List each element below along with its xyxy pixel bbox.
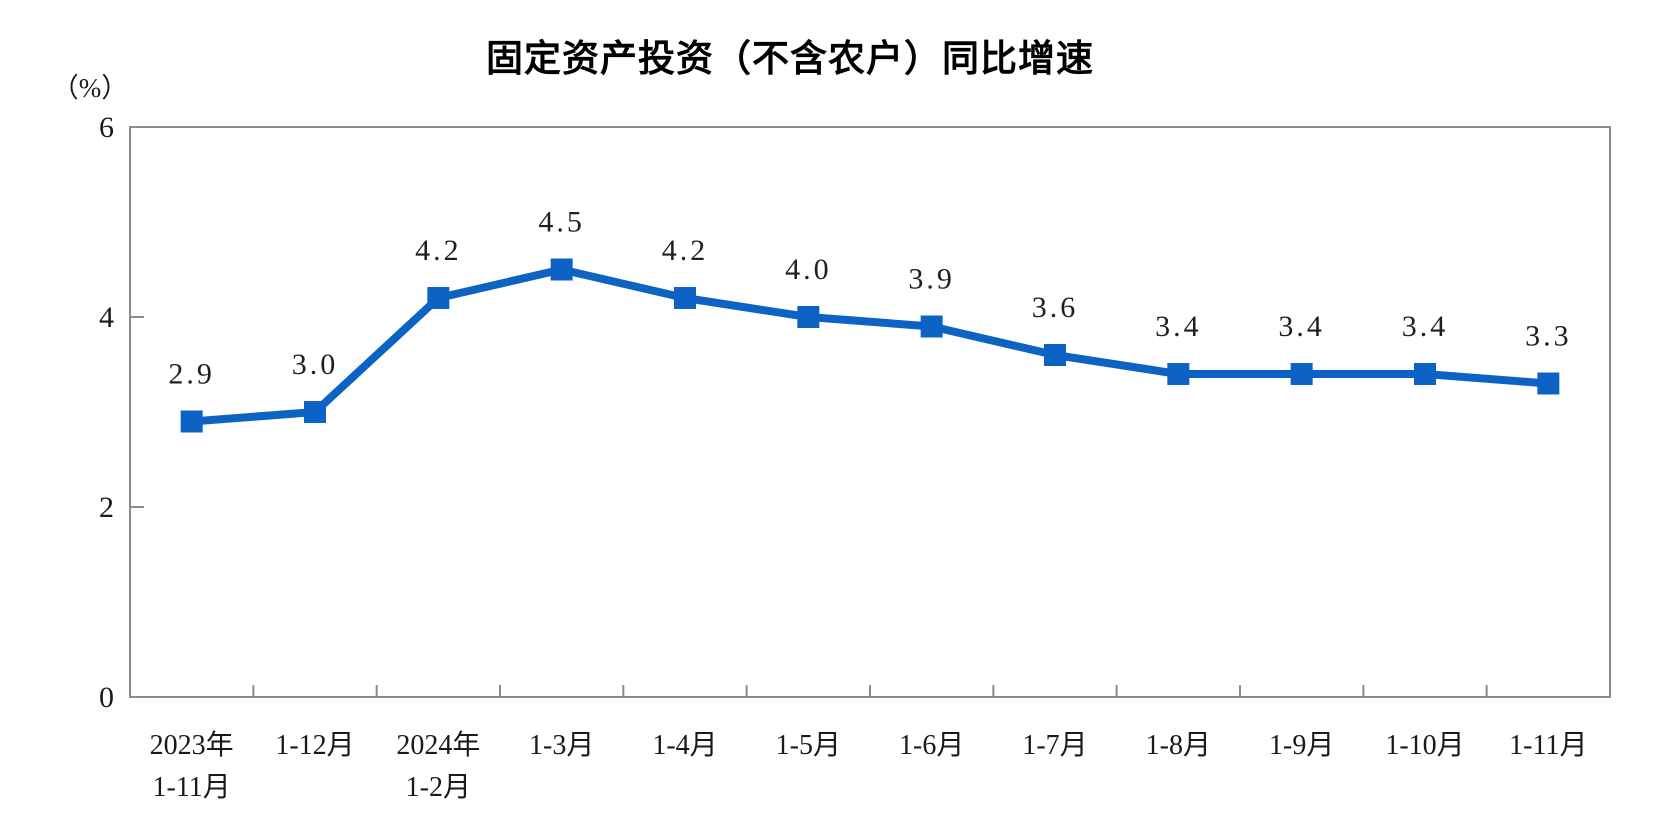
data-point-label: 2.9 xyxy=(168,358,215,391)
x-axis-label: 2023年 xyxy=(150,729,234,761)
data-point-marker xyxy=(1167,363,1190,385)
y-tick-label: 6 xyxy=(99,111,114,144)
x-axis-label: 1-10月 xyxy=(1385,730,1464,761)
x-axis-label: 1-11月 xyxy=(1509,730,1587,761)
data-point-marker xyxy=(1537,372,1560,395)
data-point-label: 3.0 xyxy=(292,348,339,381)
data-point-marker xyxy=(797,306,820,328)
x-axis-label: 1-3月 xyxy=(529,730,594,761)
x-axis-label: 1-12月 xyxy=(275,730,354,761)
data-point-label: 3.9 xyxy=(908,263,955,296)
data-point-marker xyxy=(1290,363,1313,385)
data-point-marker xyxy=(674,287,696,309)
data-point-label: 4.2 xyxy=(662,234,709,267)
x-axis-label: 1-2月 xyxy=(406,772,471,803)
data-point-label: 4.2 xyxy=(415,234,462,267)
plot-border xyxy=(129,126,1611,698)
x-axis-label: 1-8月 xyxy=(1146,730,1211,761)
y-tick-label: 0 xyxy=(99,681,114,714)
data-point-marker xyxy=(1044,344,1066,366)
data-point-marker xyxy=(1414,363,1436,385)
x-axis-label: 1-5月 xyxy=(776,730,841,761)
data-point-marker xyxy=(920,315,943,338)
y-axis-unit-label: （%） xyxy=(51,73,129,103)
data-point-label: 4.0 xyxy=(785,253,832,286)
y-tick-label: 2 xyxy=(99,491,114,524)
data-point-marker xyxy=(180,410,203,433)
data-point-marker xyxy=(550,258,573,281)
data-line xyxy=(187,265,1553,426)
x-axis-label: 1-7月 xyxy=(1022,730,1087,761)
data-point-label: 3.4 xyxy=(1402,310,1449,343)
x-axis-label: 1-11月 xyxy=(153,772,231,803)
data-point-label: 3.6 xyxy=(1032,291,1079,324)
data-point-marker xyxy=(427,287,450,309)
y-tick-label: 4 xyxy=(99,301,114,334)
data-point-label: 4.5 xyxy=(538,206,585,239)
x-axis-label: 1-6月 xyxy=(899,730,964,761)
chart-title: 固定资产投资（不含农户）同比增速 xyxy=(486,38,1094,79)
data-point-marker xyxy=(304,401,326,423)
data-point-label: 3.3 xyxy=(1525,320,1572,353)
data-point-label: 3.4 xyxy=(1155,310,1202,343)
x-axis-label: 2024年 xyxy=(396,729,480,761)
x-axis-label: 1-9月 xyxy=(1269,730,1334,761)
x-axis-label: 1-4月 xyxy=(652,730,717,761)
data-point-label: 3.4 xyxy=(1278,310,1325,343)
